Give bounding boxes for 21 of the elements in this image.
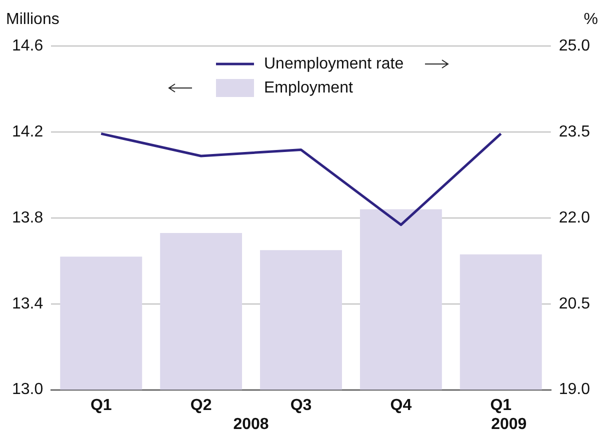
y-tick-label: 13.0 [12,381,44,398]
y-tick-label: 13.8 [12,209,44,226]
text: 2009 [491,416,527,434]
y2-tick-label: 19.0 [558,381,590,398]
x-tick-label: Q2 [190,396,212,414]
y-tick-label: 13.4 [12,295,44,312]
y2-axis-title: % [584,11,598,28]
y2-tick-label: 25.0 [558,37,590,54]
x-tick-label: Q4 [390,396,412,414]
y-axis-title: Millions [6,11,60,28]
legend-label: Employment [264,79,354,96]
y2-tick-label: 23.5 [558,123,590,140]
y2-tick-label: 22.0 [558,209,590,226]
y2-tick-label: 20.5 [558,295,590,312]
x-tick-label: Q1 [90,396,112,414]
x-tick-label: Q3 [290,396,312,414]
y-tick-label: 14.2 [12,123,44,140]
text: 2008 [233,416,269,434]
x-tick-label: Q1 [490,396,512,414]
y-tick-label: 14.6 [12,37,44,54]
legend-label: Unemployment rate [264,55,404,72]
